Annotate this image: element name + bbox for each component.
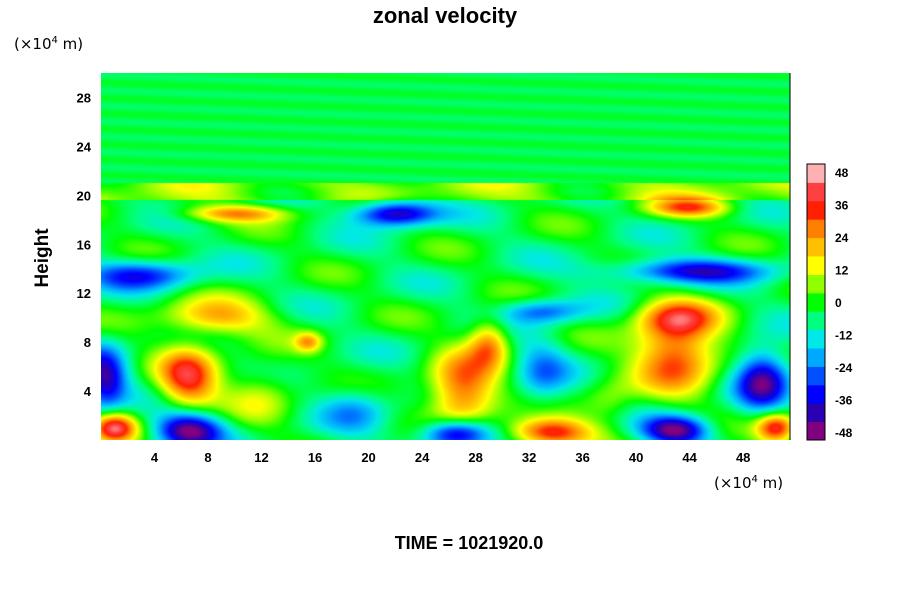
x-axis-unit: (×104 m) xyxy=(714,474,783,492)
colorbar-tick-label: -12 xyxy=(835,328,853,342)
x-tick-label: 4 xyxy=(151,450,159,465)
x-tick-label: 24 xyxy=(415,450,430,465)
colorbar-band xyxy=(807,329,825,349)
colorbar-tick-label: 12 xyxy=(835,264,849,278)
colorbar-tick-label: -24 xyxy=(835,361,853,375)
y-tick-label: 16 xyxy=(77,237,91,252)
y-axis-unit-suffix: m) xyxy=(58,35,83,53)
colorbar-tick-label: 36 xyxy=(835,199,849,213)
x-tick-label: 40 xyxy=(629,450,643,465)
colorbar-bands xyxy=(807,164,825,441)
colorbar: 48 36 24 12 0 -12 -24 -36 -48 xyxy=(806,163,853,441)
colorbar-band xyxy=(807,237,825,257)
x-tick-label: 48 xyxy=(736,450,750,465)
heatmap-image xyxy=(101,73,790,440)
colorbar-band xyxy=(807,384,825,404)
colorbar-band xyxy=(807,256,825,275)
y-tick-label: 8 xyxy=(84,335,91,350)
time-label: TIME = 1021920.0 xyxy=(395,533,544,553)
y-axis-unit: (×104 m) xyxy=(14,35,83,53)
x-tick-label: 36 xyxy=(575,450,589,465)
x-tick-label: 44 xyxy=(682,450,697,465)
y-tick-label: 12 xyxy=(77,286,91,301)
x-axis-ticks: 4 8 12 16 20 24 28 32 36 40 44 48 xyxy=(151,450,751,465)
colorbar-band xyxy=(807,421,825,441)
colorbar-tick-label: 0 xyxy=(835,296,842,310)
colorbar-band xyxy=(807,164,825,183)
x-axis-unit-suffix: m) xyxy=(758,474,783,492)
colorbar-band xyxy=(807,182,825,202)
colorbar-band xyxy=(807,292,825,312)
colorbar-ticks: 48 36 24 12 0 -12 -24 -36 -48 xyxy=(835,166,853,440)
colorbar-band xyxy=(807,348,825,367)
colorbar-band xyxy=(807,274,825,294)
chart-title: zonal velocity xyxy=(373,3,518,28)
y-axis-label: Height xyxy=(32,228,53,288)
colorbar-tick-label: 24 xyxy=(835,231,849,245)
colorbar-band xyxy=(807,200,825,220)
colorbar-band xyxy=(807,311,825,331)
y-axis-unit-exponent: 4 xyxy=(52,35,58,46)
x-tick-label: 28 xyxy=(468,450,482,465)
y-tick-label: 24 xyxy=(77,139,92,154)
heatmap-plot-area xyxy=(101,73,791,440)
colorbar-tick-label: -36 xyxy=(835,393,853,407)
colorbar-tick-label: -48 xyxy=(835,426,853,440)
colorbar-tick-label: 48 xyxy=(835,166,849,180)
colorbar-band xyxy=(807,219,825,239)
y-tick-label: 20 xyxy=(77,188,91,203)
x-tick-label: 12 xyxy=(254,450,268,465)
x-tick-label: 8 xyxy=(204,450,211,465)
colorbar-band xyxy=(807,366,825,386)
y-tick-label: 28 xyxy=(77,90,91,105)
colorbar-frame xyxy=(806,163,826,441)
y-axis-unit-prefix: (×10 xyxy=(14,35,52,53)
y-tick-label: 4 xyxy=(84,384,92,399)
colorbar-band xyxy=(807,403,825,423)
x-axis-unit-exponent: 4 xyxy=(752,474,758,485)
x-tick-label: 32 xyxy=(522,450,536,465)
x-axis-unit-prefix: (×10 xyxy=(714,474,752,492)
y-axis-ticks: 4 8 12 16 20 24 28 xyxy=(77,90,92,399)
x-tick-label: 16 xyxy=(308,450,322,465)
x-tick-label: 20 xyxy=(361,450,375,465)
